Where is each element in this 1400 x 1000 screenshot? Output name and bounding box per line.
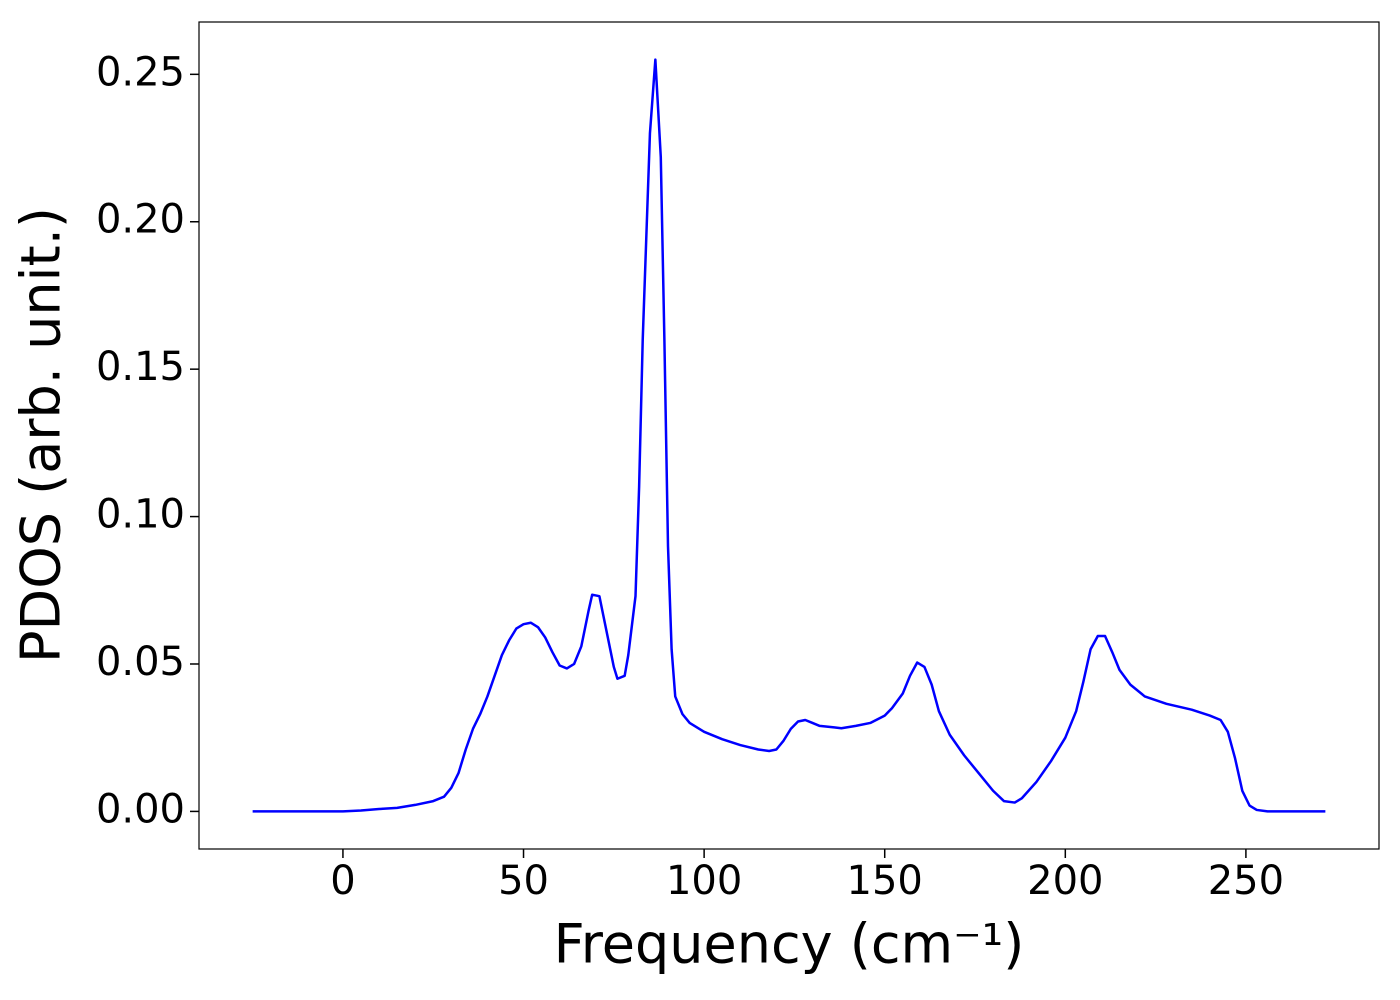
- y-axis-label: PDOS (arb. unit.): [10, 207, 73, 663]
- x-tick-label: 50: [498, 858, 549, 904]
- x-axis-label: Frequency (cm⁻¹): [554, 913, 1025, 976]
- x-tick-label: 0: [330, 858, 355, 904]
- y-tick-label: 0.20: [96, 197, 185, 243]
- x-tick-label: 200: [1027, 858, 1103, 904]
- y-tick-label: 0.15: [96, 344, 185, 390]
- plot-frame: [198, 21, 1380, 850]
- y-tick-label: 0.00: [96, 786, 185, 832]
- x-tick-label: 100: [666, 858, 742, 904]
- x-tick-label: 250: [1208, 858, 1284, 904]
- y-tick-label: 0.05: [96, 639, 185, 685]
- data-line: [252, 58, 1326, 813]
- y-tick-label: 0.10: [96, 492, 185, 538]
- y-tick-label: 0.25: [96, 49, 185, 95]
- x-tick-label: 150: [847, 858, 923, 904]
